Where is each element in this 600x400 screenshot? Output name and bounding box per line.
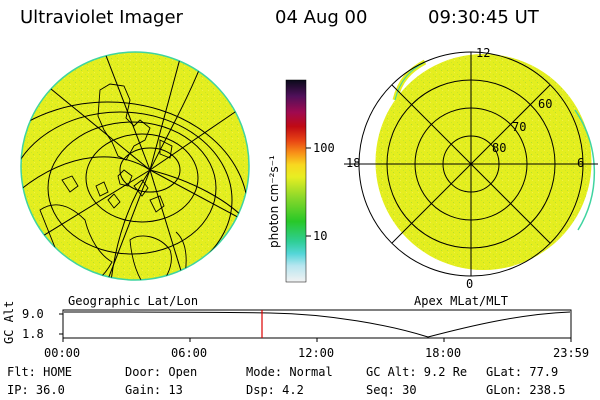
gc-alt-readout: GC Alt: 9.2 Re bbox=[366, 365, 468, 379]
x-ticks bbox=[59, 313, 572, 342]
glat-readout: GLat: 77.9 bbox=[486, 365, 559, 379]
mlat-grid bbox=[344, 51, 598, 277]
altitude-xtick-1200: 12:00 bbox=[298, 346, 335, 360]
glon-readout: GLon: 238.5 bbox=[486, 383, 566, 397]
left-image-disk bbox=[21, 52, 249, 280]
left-image-edge bbox=[20, 51, 250, 281]
mlt-label-0: 0 bbox=[466, 277, 474, 291]
dsp-readout: Dsp: 4.2 bbox=[246, 383, 304, 397]
altitude-plot-frame bbox=[62, 309, 572, 339]
altitude-ytick-9: 9.0 bbox=[22, 307, 44, 321]
colorbar-label-100: 100 bbox=[313, 141, 335, 155]
colorbar-label-10: 10 bbox=[313, 229, 328, 243]
colorbar-unit-label: photon cm⁻²s⁻¹ bbox=[267, 155, 281, 248]
colorbar-gradient bbox=[285, 79, 307, 283]
mode-readout: Mode: Normal bbox=[246, 365, 333, 379]
time-readout: 09:30:45 UT bbox=[428, 7, 539, 28]
app-title: Ultraviolet Imager bbox=[20, 7, 183, 28]
mlat-label-80: 80 bbox=[492, 141, 507, 155]
gain-readout: Gain: 13 bbox=[125, 383, 183, 397]
flt-readout: Flt: HOME bbox=[7, 365, 73, 379]
right-image-edge bbox=[574, 109, 596, 231]
mlat-label-60: 60 bbox=[538, 97, 553, 111]
altitude-curve bbox=[63, 311, 571, 338]
date-readout: 04 Aug 00 bbox=[275, 7, 368, 28]
altitude-ylabel: GC Alt bbox=[2, 300, 16, 344]
geographic-globe[interactable] bbox=[0, 40, 262, 322]
altitude-plot[interactable] bbox=[59, 309, 572, 342]
door-readout: Door: Open bbox=[125, 365, 198, 379]
mlt-label-18: 18 bbox=[346, 156, 361, 170]
apex-polar-plot[interactable] bbox=[344, 51, 598, 277]
mlat-label-70: 70 bbox=[512, 120, 527, 134]
seq-readout: Seq: 30 bbox=[366, 383, 417, 397]
mlt-label-6: 6 bbox=[577, 156, 585, 170]
coastlines bbox=[35, 83, 187, 280]
altitude-xtick-2359: 23:59 bbox=[553, 346, 590, 360]
ip-readout: IP: 36.0 bbox=[7, 383, 65, 397]
altitude-xtick-0000: 00:00 bbox=[44, 346, 81, 360]
mlt-label-12: 12 bbox=[476, 46, 491, 60]
left-panel-label: Geographic Lat/Lon bbox=[68, 294, 199, 308]
colorbar bbox=[285, 79, 311, 283]
altitude-xtick-1800: 18:00 bbox=[425, 346, 462, 360]
right-panel-label: Apex MLat/MLT bbox=[414, 294, 508, 308]
altitude-xtick-0600: 06:00 bbox=[171, 346, 208, 360]
altitude-ytick-1-8: 1.8 bbox=[22, 327, 44, 341]
right-image-disk bbox=[375, 54, 592, 270]
